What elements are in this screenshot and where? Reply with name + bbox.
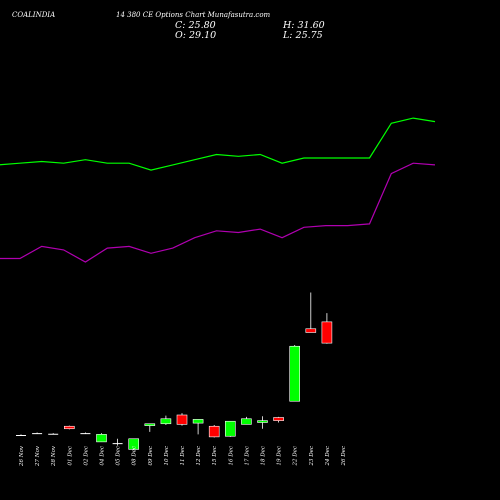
x-tick-label: 27 Nov <box>35 445 41 467</box>
candle-body <box>176 414 188 425</box>
x-tick-label: 17 Dec <box>244 446 250 466</box>
low-value: L: 25.75 <box>283 30 323 41</box>
x-tick-label: 15 Dec <box>212 446 218 466</box>
x-tick-label: 28 Nov <box>51 445 57 467</box>
x-tick-label: 10 Dec <box>164 446 170 466</box>
candle-body <box>225 420 236 437</box>
candle-body <box>257 420 268 423</box>
x-tick-label: 19 Dec <box>277 446 283 466</box>
candle-body <box>208 425 220 438</box>
candle-body <box>273 417 284 421</box>
x-tick-label: 05 Dec <box>116 446 122 466</box>
candle-body <box>144 423 156 426</box>
band-line-2 <box>0 162 436 263</box>
candle-body <box>32 433 43 435</box>
x-tick-label: 11 Dec <box>180 446 186 466</box>
candle-body <box>321 321 333 344</box>
x-tick-label: 18 Dec <box>261 446 267 466</box>
candle-body <box>241 418 252 425</box>
x-tick-label: 01 Dec <box>67 446 73 466</box>
x-tick-label: 08 Dec <box>132 446 138 466</box>
x-tick-label: 23 Dec <box>309 446 315 467</box>
x-tick-label: 24 Dec <box>325 446 331 467</box>
band-line-1 <box>0 117 436 171</box>
candle-body <box>160 418 172 425</box>
x-tick-label: 12 Dec <box>196 446 202 466</box>
open-value: O: 29.10 <box>175 30 217 41</box>
candle-body <box>80 433 91 435</box>
candle-body <box>96 434 107 443</box>
candle-body <box>48 433 59 435</box>
candle-body <box>64 425 75 430</box>
x-tick-label: 04 Dec <box>100 446 106 466</box>
candle-body <box>128 438 139 450</box>
candle-body <box>305 328 317 333</box>
candle-body <box>112 443 123 445</box>
x-tick-label: 22 Dec <box>293 446 299 467</box>
candle-body <box>16 435 26 436</box>
x-tick-label: 02 Dec <box>83 446 89 466</box>
candle-body <box>289 345 301 402</box>
chart-subtitle: 14 380 CE Options Chart Munafasutra.com <box>116 11 271 19</box>
candle-body <box>192 419 204 424</box>
close-value: C: 25.80 <box>175 20 216 31</box>
high-value: H: 31.60 <box>283 20 325 31</box>
x-tick-label: 26 Dec <box>341 446 347 467</box>
chart-symbol: COALINDIA <box>12 11 56 19</box>
x-tick-label: 26 Nov <box>19 445 25 467</box>
x-tick-label: 09 Dec <box>148 446 154 466</box>
x-tick-label: 16 Dec <box>228 446 234 466</box>
